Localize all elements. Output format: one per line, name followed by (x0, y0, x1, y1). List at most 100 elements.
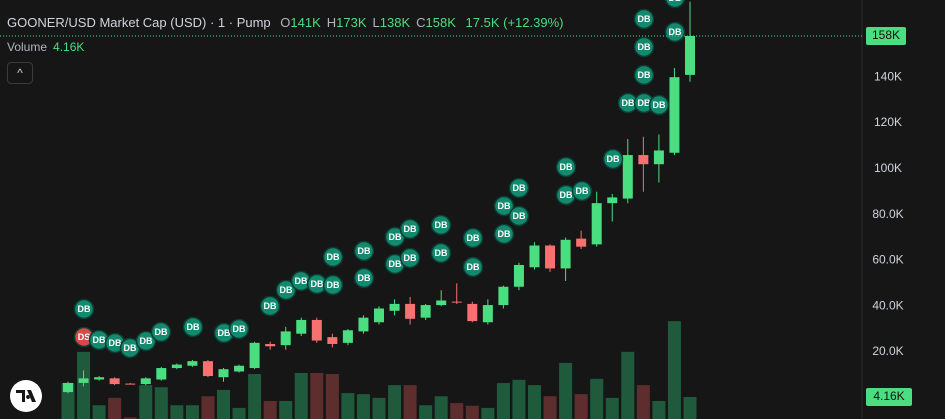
marker-circle (150, 321, 172, 343)
marker-circle (430, 242, 452, 264)
volume-title: Volume (7, 40, 48, 54)
marker-label: DB (404, 224, 417, 234)
volume-bar (248, 374, 262, 419)
ohlc-key: H (326, 15, 337, 30)
volume-bar (419, 405, 433, 419)
marker-circle (259, 295, 281, 317)
volume-bar (512, 379, 526, 419)
marker-label: DB (295, 276, 308, 286)
marker-label: DB (435, 248, 448, 258)
marker-label: DB (404, 253, 417, 263)
y-tick-label: 40.0K (872, 298, 903, 312)
marker-label: DB (467, 262, 480, 272)
marker-circle (430, 214, 452, 236)
volume-bar (574, 394, 588, 419)
ohlc-key: C (416, 15, 426, 30)
candle-body (342, 330, 353, 343)
marker-label: DB (109, 338, 122, 348)
volume-bar (496, 383, 510, 419)
candle-body (109, 378, 120, 385)
volume-bar (185, 405, 199, 419)
volume-bar (683, 396, 697, 419)
marker-circle (135, 330, 157, 352)
candle-body (140, 378, 151, 385)
trade-marker: DB (275, 279, 297, 301)
trade-marker: DB (430, 242, 452, 264)
trade-marker: DB (555, 156, 577, 178)
trade-marker: DB (322, 274, 344, 296)
marker-circle (571, 180, 593, 202)
marker-circle (322, 274, 344, 296)
marker-label: DB (467, 233, 480, 243)
candle-body (653, 150, 664, 165)
volume-bar (139, 385, 153, 419)
candle-body (63, 382, 73, 393)
last-price-box (866, 26, 906, 45)
symbol-title: GOONER/USD Market Cap (USD) · 1 · Pump (7, 15, 271, 30)
marker-circle (633, 64, 655, 86)
candle-body (482, 305, 493, 323)
marker-circle (664, 0, 686, 9)
volume-bar (465, 405, 479, 419)
candle-body (171, 364, 182, 369)
marker-label: DB (311, 279, 324, 289)
volume-value: 4.16K (53, 40, 85, 54)
volume-bar (388, 385, 402, 419)
trade-marker: DB (571, 180, 593, 202)
legend-header: GOONER/USD Market Cap (USD) · 1 · Pump O… (7, 15, 563, 30)
volume-bar (559, 362, 573, 419)
marker-circle (275, 279, 297, 301)
trade-marker: DB (353, 240, 375, 262)
candle-body (436, 300, 447, 306)
marker-label: DB (78, 304, 91, 314)
marker-label: DB (327, 280, 340, 290)
candle-body (622, 155, 633, 199)
candle-body (94, 377, 105, 380)
marker-label: DB (638, 14, 651, 24)
volume-bar (621, 351, 635, 419)
candle-body (265, 343, 276, 347)
candle-body (156, 368, 167, 380)
ohlc: O141K H173K L138K C158K (274, 15, 456, 30)
candle-body (576, 238, 587, 247)
marker-circle (322, 246, 344, 268)
trade-marker: DB (633, 8, 655, 30)
trade-marker: DB (493, 223, 515, 245)
volume-bar (154, 387, 168, 419)
volume-bar (217, 389, 230, 419)
volume-bar (263, 401, 277, 419)
volume-bar (667, 321, 681, 419)
candle-body (234, 365, 245, 372)
trade-marker: DB (150, 321, 172, 343)
trade-marker: DB (664, 0, 686, 9)
trade-marker: DB (664, 21, 686, 43)
marker-label: DB (435, 220, 448, 230)
y-tick-label: 20.0K (872, 344, 903, 358)
marker-label: DB (124, 343, 137, 353)
volume-bar (434, 396, 448, 419)
volume-bar (294, 372, 308, 419)
marker-label: DB (622, 98, 635, 108)
candle-body (218, 369, 229, 378)
candle-body (638, 155, 649, 165)
marker-label: DB (669, 27, 682, 37)
volume-bar (652, 401, 666, 419)
candle-body (358, 317, 369, 332)
candle-body (202, 361, 213, 377)
collapse-button[interactable]: ^ (7, 62, 33, 84)
trade-marker: DB (399, 218, 421, 240)
marker-label: DB (358, 246, 371, 256)
marker-label: DB (358, 273, 371, 283)
marker-label: DB (187, 322, 200, 332)
candle-body (296, 319, 307, 334)
marker-circle (399, 218, 421, 240)
last-price-label: 158K (872, 28, 900, 42)
trade-marker: DB (508, 205, 530, 227)
trade-marker: DB (322, 246, 344, 268)
trade-marker: DB (399, 247, 421, 269)
volume-bar (528, 385, 541, 419)
volume-legend: Volume 4.16K (7, 40, 84, 54)
volume-bar (279, 401, 293, 419)
